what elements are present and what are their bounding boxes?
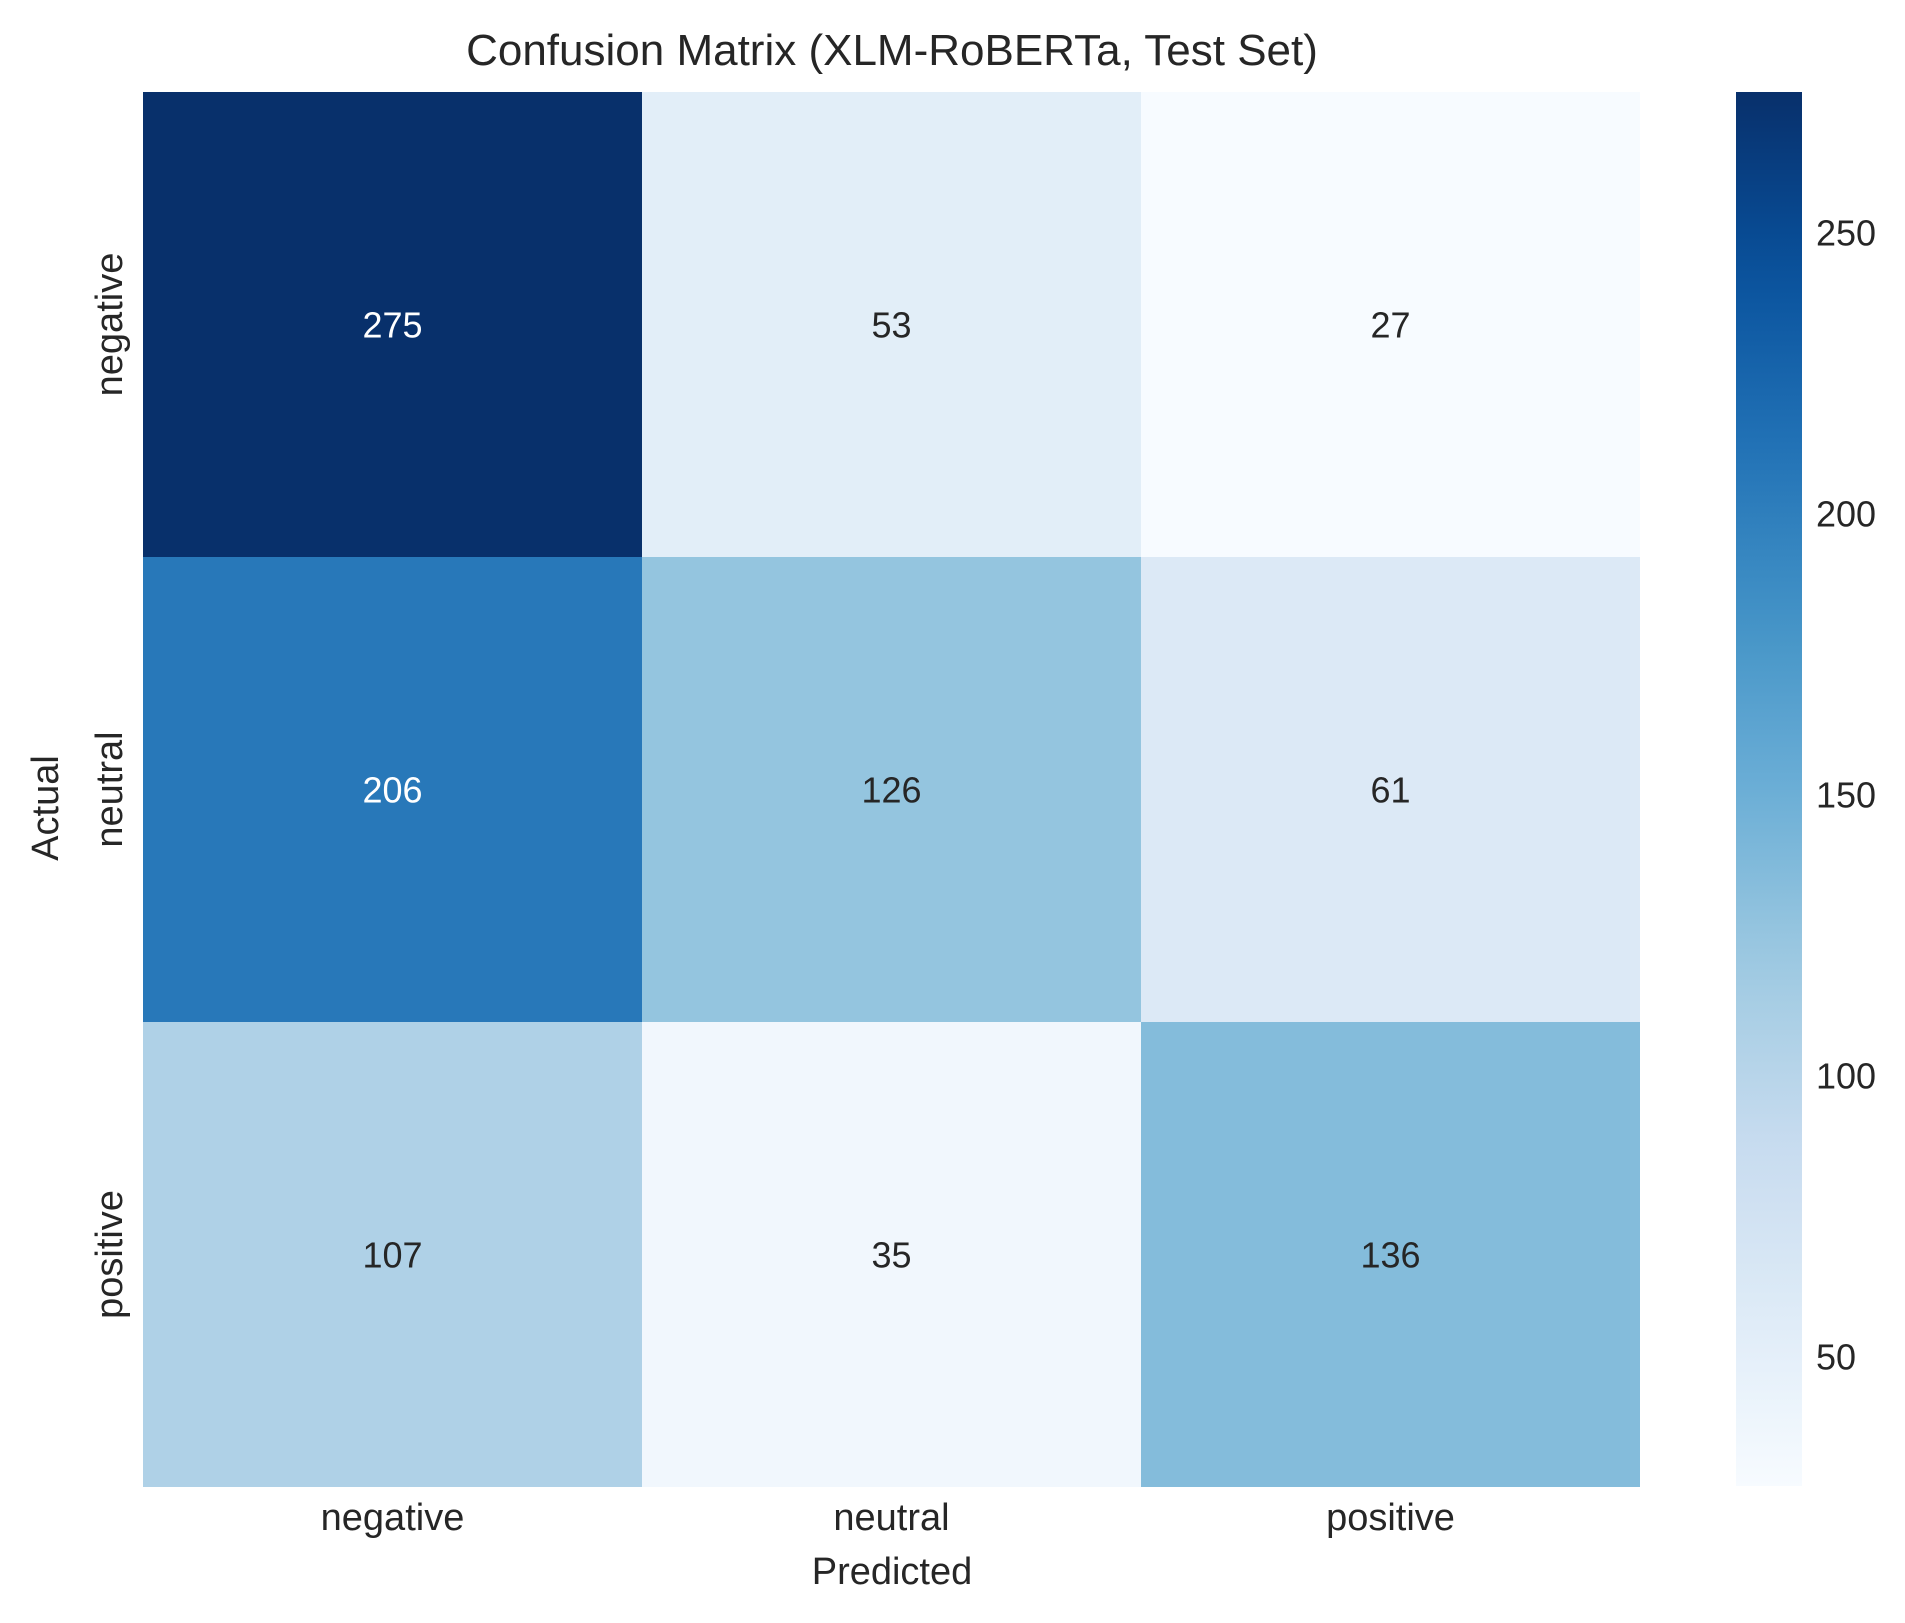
x-tick-label: positive [1326, 1497, 1455, 1539]
cell-value-label: 206 [362, 770, 422, 811]
y-tick-label: positive [89, 1190, 131, 1319]
cell-value-label: 136 [1360, 1235, 1420, 1276]
colorbar-tick-label: 150 [1816, 775, 1876, 816]
cell-value-label: 275 [362, 305, 422, 346]
heatmap-cell-neutral-positive [1141, 557, 1640, 1022]
heatmap-cell-negative-positive [1141, 92, 1640, 557]
colorbar [1736, 92, 1802, 1486]
y-axis-label: Actual [25, 755, 67, 861]
cell-value-label: 126 [861, 770, 921, 811]
x-axis-label: Predicted [812, 1551, 973, 1593]
heatmap-cell-positive-positive [1141, 1022, 1640, 1487]
cell-value-label: 53 [871, 305, 911, 346]
heatmap-cell-negative-neutral [642, 92, 1141, 557]
colorbar-tick-label: 200 [1816, 494, 1876, 535]
colorbar-tick-label: 50 [1816, 1337, 1856, 1378]
heatmap-cell-negative-negative [143, 92, 642, 557]
x-tick-label: negative [321, 1497, 465, 1539]
colorbar-ticks: 50 100 150 200 250 [1816, 213, 1876, 1378]
y-tick-label: negative [89, 253, 131, 397]
cell-value-label: 27 [1370, 305, 1410, 346]
cell-value-label: 35 [871, 1235, 911, 1276]
cell-value-label: 61 [1370, 770, 1410, 811]
colorbar-tick-label: 100 [1816, 1056, 1876, 1097]
y-tick-label: neutral [89, 731, 131, 847]
heatmap-cell-positive-neutral [642, 1022, 1141, 1487]
colorbar-tick-label: 250 [1816, 213, 1876, 254]
x-tick-labels: negative neutral positive [321, 1497, 1455, 1539]
cell-value-label: 107 [362, 1235, 422, 1276]
x-tick-label: neutral [833, 1497, 949, 1539]
heatmap-cell-neutral-neutral [642, 557, 1141, 1022]
chart-title: Confusion Matrix (XLM-RoBERTa, Test Set) [466, 26, 1318, 75]
y-tick-labels: negative neutral positive [89, 253, 131, 1319]
heatmap-cells: 275 53 27 206 126 61 107 35 136 [143, 92, 1640, 1487]
heatmap-cell-neutral-negative [143, 557, 642, 1022]
heatmap-cell-positive-negative [143, 1022, 642, 1487]
